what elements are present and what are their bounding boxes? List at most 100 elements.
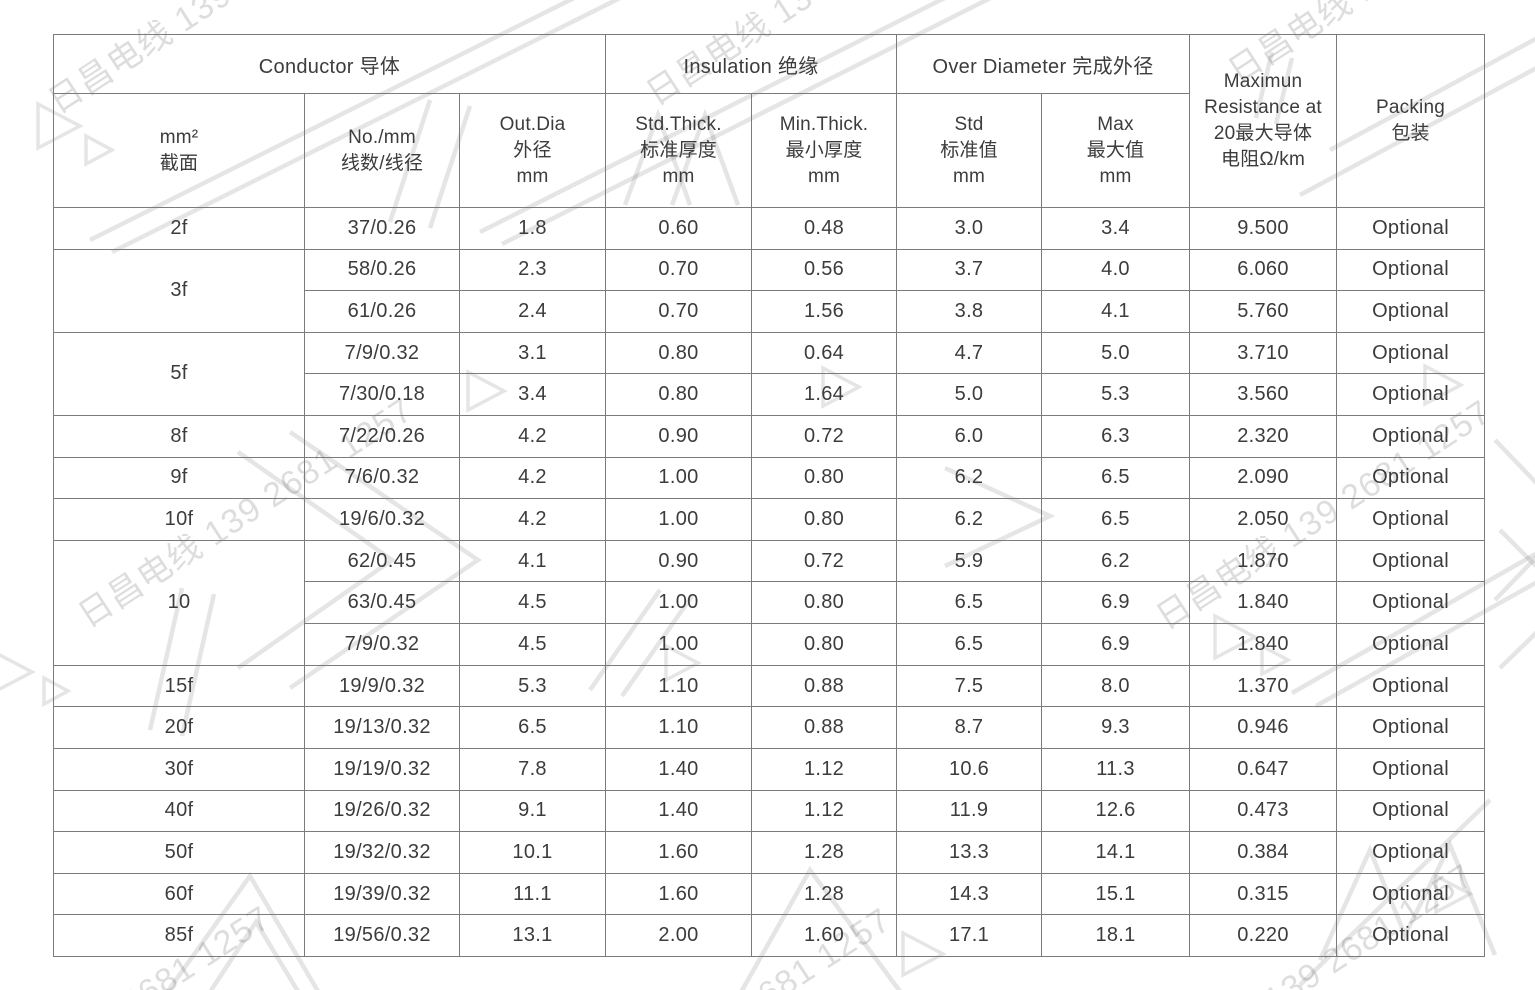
min-thick-cell: 0.80 <box>750 498 898 541</box>
od-std-cell: 13.3 <box>896 831 1043 874</box>
packing-cell: Optional <box>1336 831 1486 874</box>
od-max-cell: 6.3 <box>1041 415 1191 458</box>
resistance-cell: 0.473 <box>1189 789 1338 833</box>
od-max-cell: 14.1 <box>1041 831 1191 874</box>
colgroup-insulation: Insulation 绝缘 <box>604 34 898 94</box>
out-dia-cell: 7.8 <box>459 747 606 791</box>
min-thick-cell: 0.88 <box>750 706 898 749</box>
od-std-cell: 6.5 <box>896 581 1043 625</box>
resistance-cell: 2.320 <box>1189 415 1338 458</box>
packing-cell: Optional <box>1336 331 1486 375</box>
colhead-resistance: Maximun Resistance at 20最大导体 电阻Ω/km <box>1189 34 1338 208</box>
table-row: 20f 19/13/0.32 6.5 1.10 0.88 8.7 9.3 0.946 Optio… <box>53 706 1486 749</box>
resistance-cell: 0.946 <box>1189 706 1338 749</box>
no-mm-cell: 19/39/0.32 <box>304 872 460 916</box>
std-thick-cell: 0.80 <box>605 331 752 375</box>
header-group-row: Conductor 导体 Insulation 绝缘 Over Diameter 完… <box>53 34 1486 208</box>
std-thick-cell: 0.90 <box>605 539 752 583</box>
colhead-std-thick: Std.Thick. 标准厚度 mm <box>605 93 752 208</box>
od-std-cell: 17.1 <box>896 914 1043 957</box>
no-mm-cell: 7/6/0.32 <box>304 456 460 500</box>
od-std-cell: 8.7 <box>896 706 1043 749</box>
od-std-cell: 4.7 <box>896 331 1043 375</box>
min-thick-cell: 0.72 <box>750 539 898 583</box>
out-dia-cell: 11.1 <box>459 872 606 916</box>
out-dia-cell: 1.8 <box>459 207 606 250</box>
min-thick-cell: 1.64 <box>750 373 898 417</box>
table-row: 60f 19/39/0.32 11.1 1.60 1.28 14.3 15.1 0.315 Op… <box>53 872 1486 916</box>
packing-cell: Optional <box>1336 706 1486 749</box>
std-thick-cell: 0.80 <box>605 373 752 417</box>
std-thick-cell: 1.60 <box>605 831 752 874</box>
table-row: 85f 19/56/0.32 13.1 2.00 1.60 17.1 18.1 0.220 Op… <box>53 914 1486 957</box>
colhead-size: mm² 截面 <box>53 93 305 208</box>
min-thick-cell: 1.12 <box>750 747 898 791</box>
size-cell: 2f <box>53 207 305 250</box>
no-mm-cell: 7/22/0.26 <box>304 415 460 458</box>
std-thick-cell: 0.70 <box>605 290 752 333</box>
resistance-cell: 5.760 <box>1189 290 1338 333</box>
packing-cell: Optional <box>1336 664 1486 708</box>
out-dia-cell: 6.5 <box>459 706 606 749</box>
no-mm-cell: 19/56/0.32 <box>304 914 460 957</box>
table-body: 2f 37/0.26 1.8 0.60 0.48 3.0 3.4 9.500 Optional 3… <box>53 207 1486 957</box>
size-cell: 10f <box>53 498 305 541</box>
resistance-cell: 3.560 <box>1189 373 1338 417</box>
min-thick-cell: 0.64 <box>750 331 898 375</box>
min-thick-cell: 0.80 <box>750 456 898 500</box>
no-mm-cell: 19/19/0.32 <box>304 747 460 791</box>
no-mm-cell: 19/26/0.32 <box>304 789 460 833</box>
od-std-cell: 3.0 <box>896 207 1043 250</box>
od-std-cell: 10.6 <box>896 747 1043 791</box>
table-row: 2f 37/0.26 1.8 0.60 0.48 3.0 3.4 9.500 Optional <box>53 207 1486 250</box>
od-max-cell: 6.2 <box>1041 539 1191 583</box>
min-thick-cell: 0.80 <box>750 581 898 625</box>
od-max-cell: 4.1 <box>1041 290 1191 333</box>
table-row: 5f 7/9/0.32 3.1 0.80 0.64 4.7 5.0 3.710 Optional <box>53 331 1486 417</box>
table-header: Conductor 导体 Insulation 绝缘 Over Diameter 完… <box>53 34 1486 208</box>
std-thick-cell: 0.60 <box>605 207 752 250</box>
od-max-cell: 12.6 <box>1041 789 1191 833</box>
packing-cell: Optional <box>1336 623 1486 666</box>
table-row: 40f 19/26/0.32 9.1 1.40 1.12 11.9 12.6 0.473 Opt… <box>53 789 1486 833</box>
std-thick-cell: 1.40 <box>605 747 752 791</box>
std-thick-cell: 1.10 <box>605 664 752 708</box>
out-dia-cell: 4.2 <box>459 456 606 500</box>
no-mm-cell: 19/6/0.32 <box>304 498 460 541</box>
od-max-cell: 6.5 <box>1041 456 1191 500</box>
od-std-cell: 5.9 <box>896 539 1043 583</box>
size-cell: 30f <box>53 747 305 791</box>
packing-cell: Optional <box>1336 456 1486 500</box>
size-cell: 9f <box>53 456 305 500</box>
resistance-cell: 2.050 <box>1189 498 1338 541</box>
packing-cell: Optional <box>1336 747 1486 791</box>
out-dia-cell: 4.2 <box>459 498 606 541</box>
min-thick-cell: 0.56 <box>750 248 898 292</box>
resistance-cell: 9.500 <box>1189 207 1338 250</box>
min-thick-cell: 1.12 <box>750 789 898 833</box>
out-dia-cell: 3.4 <box>459 373 606 417</box>
table-row: 7/9/0.32 4.5 1.00 0.80 6.5 6.9 1.840 Optional <box>54 623 1486 666</box>
min-thick-cell: 0.80 <box>750 623 898 666</box>
packing-cell: Optional <box>1336 581 1486 625</box>
no-mm-cell: 19/32/0.32 <box>304 831 460 874</box>
resistance-cell: 6.060 <box>1189 248 1338 292</box>
colgroup-over-diameter: Over Diameter 完成外径 <box>896 34 1191 94</box>
od-max-cell: 18.1 <box>1041 914 1191 957</box>
od-std-cell: 11.9 <box>896 789 1043 833</box>
table-row: 8f 7/22/0.26 4.2 0.90 0.72 6.0 6.3 2.320 Optiona… <box>53 415 1486 458</box>
resistance-cell: 2.090 <box>1189 456 1338 500</box>
resistance-cell: 1.870 <box>1189 539 1338 583</box>
cable-spec-table: Conductor 导体 Insulation 绝缘 Over Diameter 完… <box>53 34 1486 957</box>
od-std-cell: 6.0 <box>896 415 1043 458</box>
out-dia-cell: 9.1 <box>459 789 606 833</box>
packing-cell: Optional <box>1336 539 1486 583</box>
resistance-cell: 1.370 <box>1189 664 1338 708</box>
size-cell: 20f <box>53 706 305 749</box>
out-dia-cell: 4.1 <box>459 539 606 583</box>
od-max-cell: 5.0 <box>1041 331 1191 375</box>
std-thick-cell: 1.00 <box>605 456 752 500</box>
od-std-cell: 6.5 <box>896 623 1043 666</box>
resistance-cell: 1.840 <box>1189 581 1338 625</box>
